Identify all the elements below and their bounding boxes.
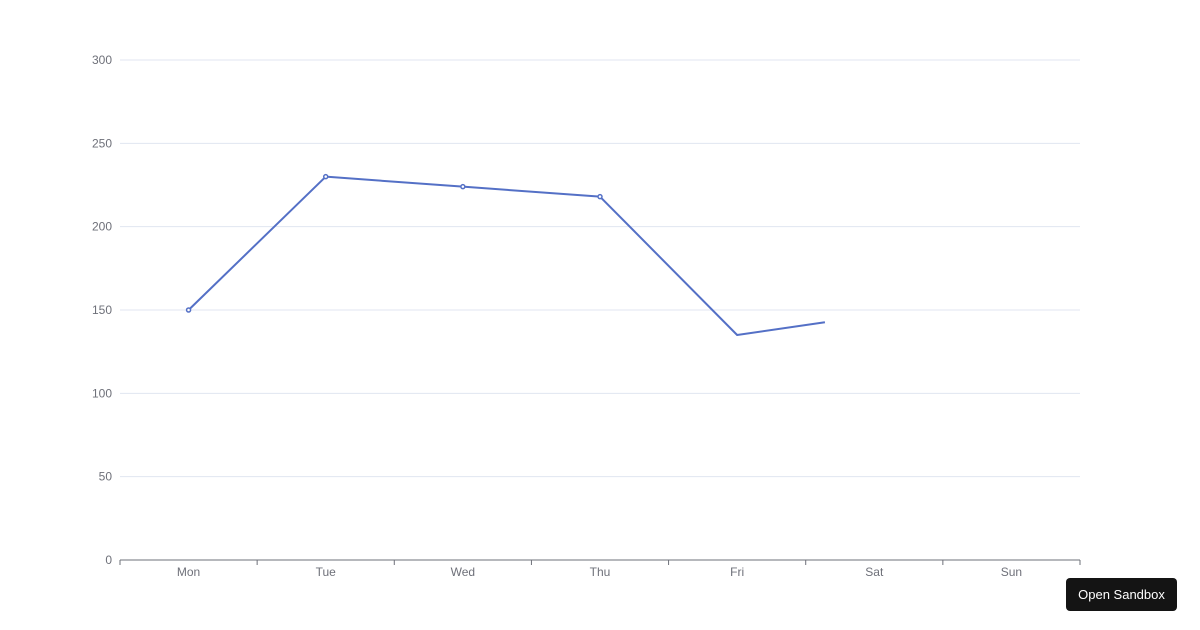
series-line: [187, 175, 826, 336]
y-tick-label: 200: [92, 220, 112, 234]
x-tick-label: Sat: [865, 565, 884, 579]
y-tick-label: 100: [92, 386, 112, 400]
y-tick-label: 150: [92, 303, 112, 317]
x-tick-label: Tue: [316, 565, 337, 579]
y-tick-label: 300: [92, 53, 112, 67]
data-point: [597, 193, 603, 200]
x-tick-label: Fri: [730, 565, 744, 579]
data-point: [460, 183, 466, 190]
x-tick-label: Sun: [1001, 565, 1022, 579]
data-point: [322, 173, 329, 180]
y-tick-label: 50: [99, 470, 113, 484]
x-tick-label: Thu: [590, 565, 611, 579]
data-point: [185, 307, 192, 313]
y-tick-label: 250: [92, 136, 112, 150]
x-tick-label: Mon: [177, 565, 200, 579]
x-tick-label: Wed: [451, 565, 475, 579]
y-tick-label: 0: [105, 553, 112, 567]
open-sandbox-button[interactable]: Open Sandbox: [1066, 578, 1177, 611]
